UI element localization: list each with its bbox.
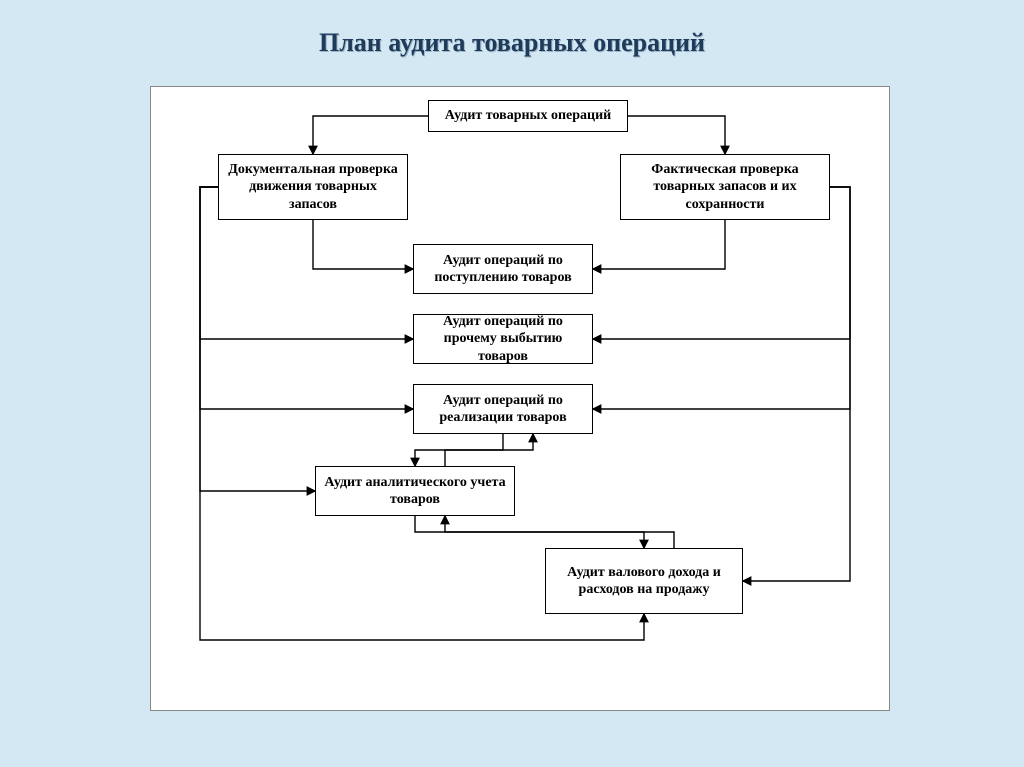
- node-fact_check: Фактическая проверка товарных запасов и …: [620, 154, 830, 220]
- page-title: План аудита товарных операций: [0, 28, 1024, 58]
- node-incoming: Аудит операций по поступлению товаров: [413, 244, 593, 294]
- page: План аудита товарных операций Аудит това…: [0, 0, 1024, 767]
- node-analytic: Аудит аналитического учета товаров: [315, 466, 515, 516]
- node-other_out: Аудит операций по прочему выбытию товаро…: [413, 314, 593, 364]
- node-doc_check: Документальная проверка движения товарны…: [218, 154, 408, 220]
- node-realize: Аудит операций по реализации товаров: [413, 384, 593, 434]
- node-gross: Аудит валового дохода и расходов на прод…: [545, 548, 743, 614]
- node-root: Аудит товарных операций: [428, 100, 628, 132]
